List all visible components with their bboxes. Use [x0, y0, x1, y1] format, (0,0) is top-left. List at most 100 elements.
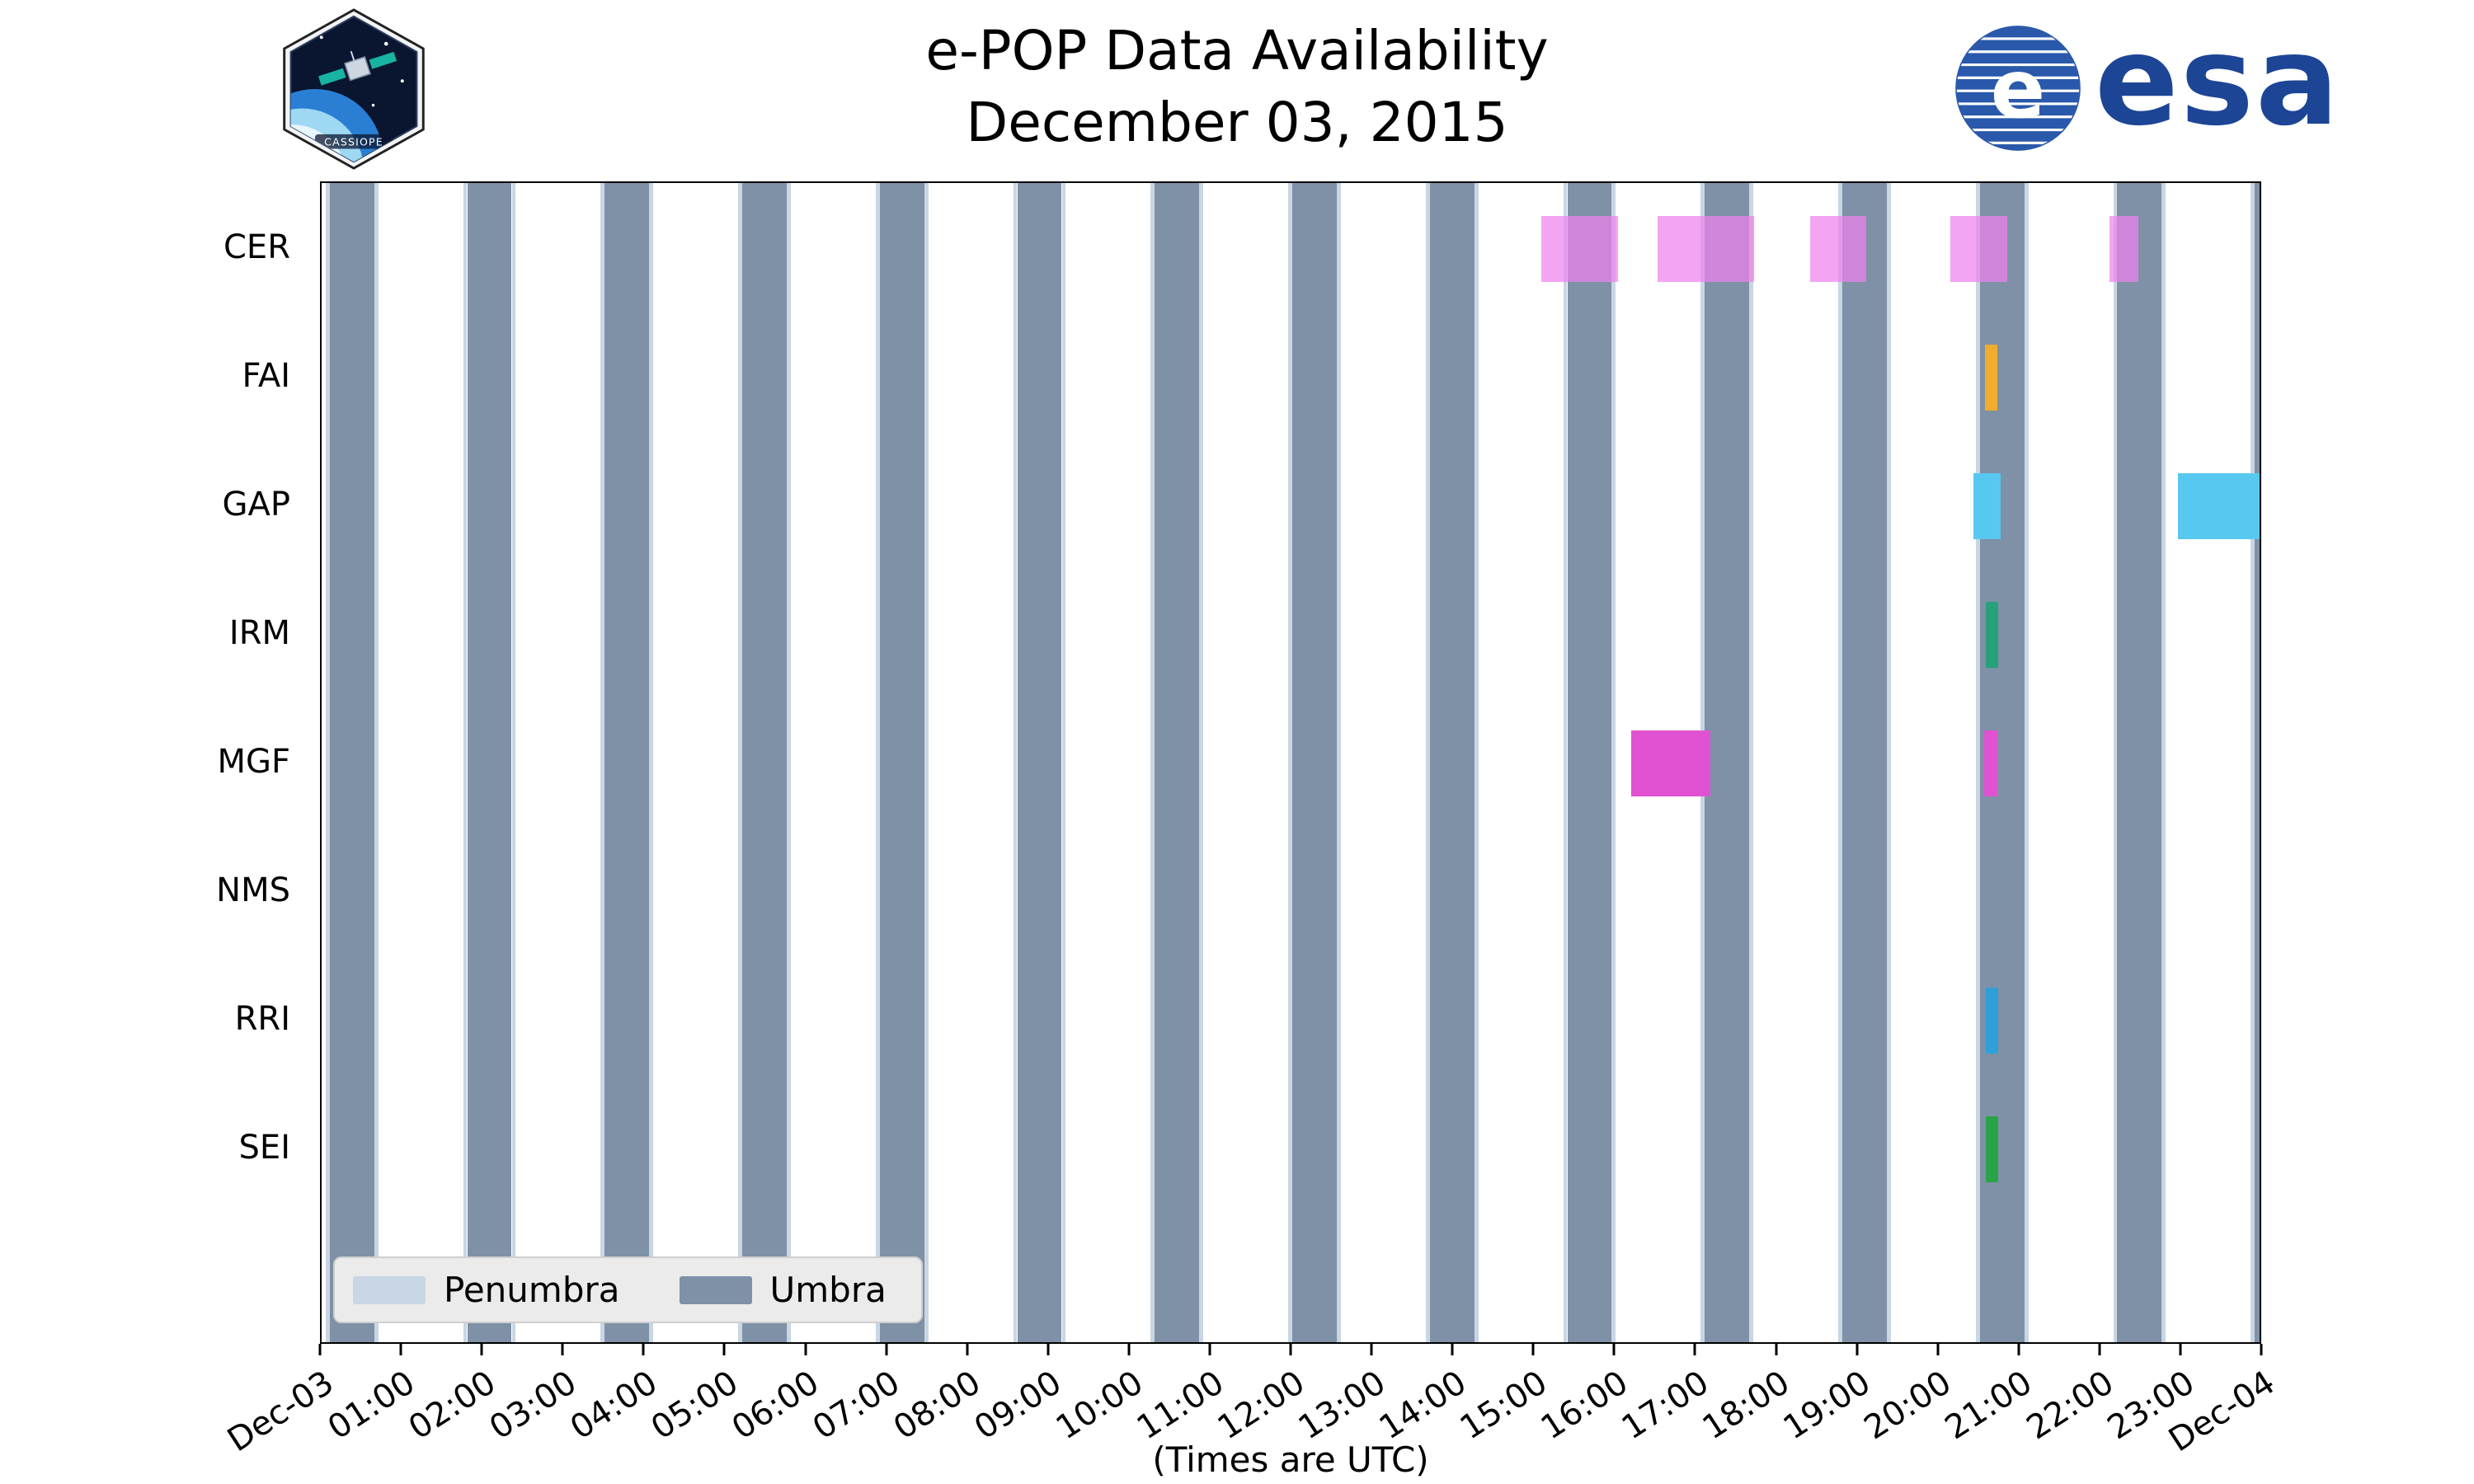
esa-emblem-icon: e	[1955, 26, 2081, 151]
x-tick-mark	[2260, 1344, 2263, 1355]
instrument-label-RRI: RRI	[234, 1000, 290, 1038]
penumbra-band	[1199, 183, 1204, 1342]
umbra-band	[1429, 183, 1475, 1342]
umbra-band	[604, 183, 650, 1342]
x-tick-label-01:00: 01:00	[321, 1364, 422, 1448]
x-tick-mark	[1289, 1344, 1292, 1355]
x-tick-label-18:00: 18:00	[1696, 1364, 1797, 1448]
penumbra-band	[649, 183, 654, 1342]
availability-bar-CER	[1658, 216, 1754, 282]
x-tick-mark	[722, 1344, 726, 1355]
availability-bar-GAP	[1973, 473, 2001, 539]
legend: Penumbra Umbra	[333, 1256, 923, 1323]
instrument-label-SEI: SEI	[238, 1129, 290, 1167]
umbra-band	[742, 183, 787, 1342]
penumbra-band	[463, 183, 468, 1342]
x-tick-mark	[1127, 1344, 1131, 1355]
esa-wordmark: esa	[2095, 10, 2341, 153]
plot-area	[320, 181, 2261, 1344]
penumbra-band	[1749, 183, 1754, 1342]
availability-bar-CER	[2109, 216, 2138, 282]
x-axis-title: (Times are UTC)	[1152, 1439, 1429, 1480]
penumbra-band	[1474, 183, 1479, 1342]
instrument-label-IRM: IRM	[228, 614, 290, 652]
x-tick-mark	[1936, 1344, 1940, 1355]
penumbra-band	[787, 183, 791, 1342]
x-tick-mark	[2098, 1344, 2101, 1355]
svg-text:e: e	[1991, 43, 2045, 137]
penumbra-band	[2113, 183, 2118, 1342]
x-tick-mark	[1775, 1344, 1777, 1355]
x-tick-label-05:00: 05:00	[644, 1364, 745, 1448]
x-tick-mark	[1693, 1344, 1696, 1355]
availability-bar-CER	[1950, 216, 2008, 282]
penumbra-band	[924, 183, 929, 1342]
umbra-band	[329, 183, 374, 1342]
legend-item-penumbra: Penumbra	[353, 1270, 620, 1310]
x-tick-label-16:00: 16:00	[1534, 1364, 1635, 1448]
x-tick-mark	[1451, 1344, 1454, 1355]
x-tick-label-09:00: 09:00	[968, 1364, 1069, 1448]
x-tick-label-02:00: 02:00	[402, 1364, 503, 1448]
x-tick-label-08:00: 08:00	[887, 1364, 988, 1448]
x-tick-label-07:00: 07:00	[806, 1364, 907, 1448]
x-tick-mark	[1047, 1344, 1050, 1355]
x-tick-mark	[318, 1344, 322, 1355]
x-tick-label-21:00: 21:00	[1939, 1364, 2039, 1448]
page-subtitle: December 03, 2015	[966, 91, 1508, 155]
x-tick-mark	[1612, 1344, 1616, 1355]
esa-logo: e esa	[1953, 10, 2341, 153]
instrument-label-NMS: NMS	[216, 871, 290, 909]
x-tick-label-15:00: 15:00	[1453, 1364, 1554, 1448]
availability-bar-SEI	[1985, 1116, 1999, 1182]
umbra-band	[1017, 183, 1062, 1342]
instrument-label-GAP: GAP	[222, 486, 290, 524]
penumbra-band	[1611, 183, 1616, 1342]
penumbra-band	[1336, 183, 1341, 1342]
x-tick-label-10:00: 10:00	[1049, 1364, 1150, 1448]
x-tick-mark	[2017, 1344, 2020, 1355]
x-tick-label-23:00: 23:00	[2100, 1364, 2201, 1448]
x-tick-mark	[1856, 1344, 1859, 1355]
legend-swatch-penumbra	[353, 1275, 426, 1304]
x-tick-label-19:00: 19:00	[1776, 1364, 1878, 1448]
penumbra-band	[1975, 183, 1980, 1342]
umbra-band	[2255, 183, 2260, 1342]
cassiope-patch-icon: CASSIOPE	[283, 8, 425, 170]
x-tick-mark	[2179, 1344, 2182, 1355]
page-title: e-POP Data Availability	[925, 19, 1549, 82]
penumbra-band	[1838, 183, 1842, 1342]
x-tick-label-06:00: 06:00	[725, 1364, 826, 1448]
umbra-band	[1705, 183, 1750, 1342]
legend-item-umbra: Umbra	[679, 1270, 887, 1310]
x-tick-label-12:00: 12:00	[1211, 1364, 1312, 1448]
satellite-icon	[318, 50, 397, 86]
penumbra-band	[1061, 183, 1066, 1342]
umbra-band	[1292, 183, 1337, 1342]
instrument-label-MGF: MGF	[217, 743, 290, 781]
x-tick-mark	[1531, 1344, 1535, 1355]
x-tick-mark	[804, 1344, 807, 1355]
umbra-band	[2117, 183, 2162, 1342]
penumbra-band	[1150, 183, 1155, 1342]
instrument-label-CER: CER	[223, 228, 290, 266]
umbra-band	[467, 183, 512, 1342]
umbra-band	[1842, 183, 1887, 1342]
availability-bar-IRM	[1985, 602, 1999, 668]
x-tick-mark	[642, 1344, 645, 1355]
x-tick-label-13:00: 13:00	[1291, 1364, 1393, 1448]
patch-label: CASSIOPE	[324, 136, 383, 148]
penumbra-band	[1288, 183, 1292, 1342]
x-tick-label-22:00: 22:00	[2020, 1364, 2120, 1448]
x-tick-label-03:00: 03:00	[482, 1364, 584, 1448]
x-tick-mark	[480, 1344, 483, 1355]
availability-bar-CER	[1541, 216, 1619, 282]
availability-bar-FAI	[1984, 345, 1998, 411]
penumbra-band	[600, 183, 605, 1342]
availability-bar-MGF	[1631, 730, 1711, 796]
page-title-block: e-POP Data Availability December 03, 201…	[0, 15, 2474, 158]
cassiope-mission-patch: CASSIOPE	[272, 8, 435, 170]
penumbra-band	[2161, 183, 2166, 1342]
umbra-band	[1567, 183, 1612, 1342]
penumbra-band	[875, 183, 880, 1342]
